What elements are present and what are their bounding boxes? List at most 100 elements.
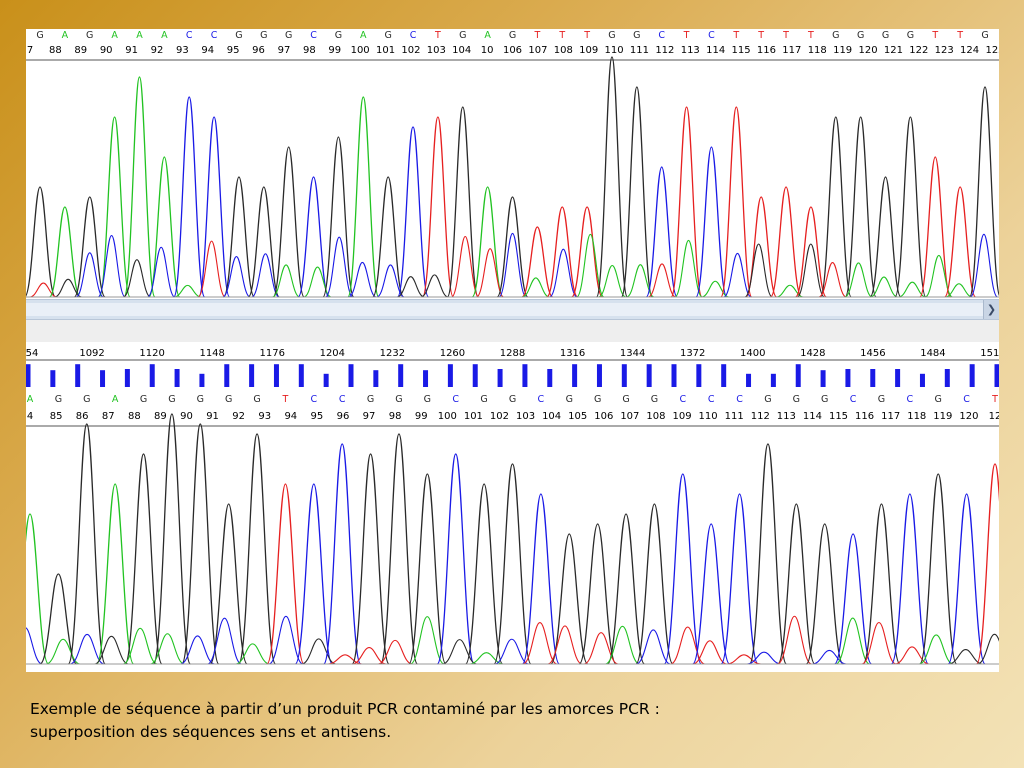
base-call-reverse: G [480, 394, 487, 405]
scan-tick-label: 1316 [560, 348, 585, 359]
scan-tick-label: 1428 [800, 348, 825, 359]
trace-peak [894, 116, 927, 298]
position-label-reverse: 102 [490, 411, 509, 422]
trace-secondary-peak [352, 647, 387, 665]
trace-peak [720, 106, 753, 298]
trace-secondary-peak [521, 277, 550, 298]
position-label-forward: 113 [681, 45, 700, 56]
trace-secondary-peak [94, 635, 129, 665]
trace-secondary-peak [475, 248, 505, 298]
base-call-forward: C [708, 30, 715, 41]
trace-secondary-peak [45, 638, 81, 665]
base-call-forward: G [285, 30, 292, 41]
trace-secondary-peak [692, 640, 728, 665]
trace-secondary-peak [744, 243, 773, 298]
scroll-right-arrow-icon[interactable]: ❯ [983, 300, 999, 319]
index-bar [323, 373, 329, 387]
horizontal-scrollbar[interactable]: ❯ [26, 299, 999, 320]
scan-tick-label: 1512 [980, 348, 999, 359]
base-call-forward: G [608, 30, 615, 41]
trace-secondary-peak [348, 261, 377, 298]
trace-secondary-peak [207, 617, 242, 665]
index-bar [26, 364, 31, 387]
trace-secondary-peak [977, 633, 999, 665]
trace-secondary-peak [898, 281, 927, 298]
trace-secondary-peak [670, 626, 705, 665]
position-label-forward: 98 [303, 45, 316, 56]
base-call-reverse: T [282, 394, 289, 405]
position-label-reverse: 97 [363, 411, 376, 422]
base-call-forward: T [683, 30, 690, 41]
trace-secondary-peak [870, 276, 898, 298]
index-bar [249, 364, 255, 387]
base-call-reverse: G [566, 394, 573, 405]
trace-peak [322, 136, 355, 298]
position-label-forward: 91 [125, 45, 138, 56]
base-call-forward: G [36, 30, 43, 41]
index-bar [224, 364, 230, 387]
trace-secondary-peak [969, 233, 999, 298]
trace-secondary-peak [376, 264, 405, 298]
position-label-forward: 88 [49, 45, 62, 56]
scan-tick-label: 1148 [199, 348, 224, 359]
base-call-reverse: C [339, 394, 346, 405]
trace-secondary-peak [150, 633, 185, 665]
trace-peak [869, 176, 902, 298]
trace-peak [237, 433, 277, 665]
trace-secondary-peak [409, 616, 445, 665]
position-label-reverse: 100 [438, 411, 457, 422]
position-label-reverse: 116 [855, 411, 874, 422]
index-bar [870, 369, 876, 387]
trace-peak [720, 493, 759, 665]
trace-peak [919, 156, 952, 298]
trace-peak [67, 423, 106, 665]
index-bar [348, 364, 354, 387]
trace-secondary-peak [605, 625, 640, 665]
base-call-reverse: A [112, 394, 119, 405]
position-label-reverse: 103 [516, 411, 535, 422]
base-call-forward: T [757, 30, 764, 41]
trace-peak [670, 106, 703, 298]
trace-secondary-peak [776, 284, 804, 298]
trace-peak [606, 513, 646, 665]
position-label-reverse: 118 [907, 411, 926, 422]
trace-peak [372, 176, 405, 298]
slide-caption: Exemple de séquence à partir d’un produi… [30, 698, 830, 744]
trace-peak [96, 483, 135, 665]
trace-secondary-peak [598, 264, 627, 298]
trace-peak [645, 166, 678, 298]
trace-peak [148, 156, 181, 298]
scan-tick-label: 1260 [440, 348, 465, 359]
scan-tick-label: 1288 [500, 348, 525, 359]
base-call-reverse: C [679, 394, 686, 405]
base-call-forward: T [434, 30, 441, 41]
base-call-reverse: A [27, 394, 34, 405]
trace-peak [571, 206, 604, 298]
trace-peak [862, 503, 901, 665]
trace-peak [695, 146, 728, 298]
position-label-forward: 125 [985, 45, 999, 56]
chromatogram-reverse-svg: 54 1092 1120 1148 1176 1204 1232 1260 1288 1316 13… [26, 348, 999, 665]
base-call-reverse: G [935, 394, 942, 405]
position-label-reverse: 12 [989, 411, 999, 422]
position-label-forward: 99 [328, 45, 341, 56]
base-call-forward: A [161, 30, 168, 41]
position-label-forward: 112 [655, 45, 674, 56]
index-bar [596, 364, 602, 387]
scrollbar-track[interactable] [26, 303, 983, 316]
trace-peak [692, 523, 731, 665]
position-label-reverse: 105 [568, 411, 587, 422]
trace-peak [947, 493, 986, 665]
trace-peak [323, 443, 362, 665]
index-bar [75, 364, 81, 387]
trace-secondary-peak [919, 634, 954, 665]
trace-peak [968, 86, 999, 298]
position-label-reverse: 115 [829, 411, 848, 422]
trace-peak [266, 483, 305, 665]
position-label-reverse: 87 [102, 411, 115, 422]
index-bar [944, 369, 950, 387]
position-label-reverse: 86 [76, 411, 89, 422]
base-call-reverse: G [55, 394, 62, 405]
position-label-forward: 120 [858, 45, 877, 56]
index-bar [820, 370, 826, 387]
